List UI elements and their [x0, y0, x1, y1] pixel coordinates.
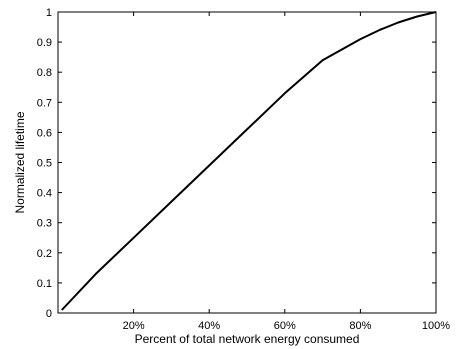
plot-frame	[57, 11, 437, 314]
x-tick-label: 60%	[274, 320, 296, 332]
x-axis-title: Percent of total network energy consumed	[135, 332, 360, 346]
y-tick-label: 0.7	[37, 97, 52, 109]
x-tick-label: 40%	[198, 320, 220, 332]
x-tick-label: 20%	[123, 320, 145, 332]
series-line	[61, 11, 437, 311]
y-tick-label: 0.1	[37, 278, 52, 290]
y-tick-label: 0.6	[37, 127, 52, 139]
y-tick-label: 0.2	[37, 248, 52, 260]
y-tick-label: 0.3	[37, 218, 52, 230]
x-tick-label: 100%	[422, 320, 450, 332]
axis-ticks: 0 0.1 0.2 0.3 0.4 0.5 0.6 0.7 0.8 0.9 1 20% 40% 60% 80…	[37, 7, 451, 332]
y-tick-label: 0.4	[37, 188, 52, 200]
y-axis-title: Normalized lifetime	[13, 111, 27, 213]
y-tick-label: 0.5	[37, 158, 52, 170]
series-group	[61, 11, 437, 311]
y-tick-label: 0.8	[37, 67, 52, 79]
y-tick-label: 0.9	[37, 37, 52, 49]
y-tick-label: 1	[46, 7, 52, 19]
x-tick-label: 80%	[349, 320, 371, 332]
y-tick-label: 0	[46, 308, 52, 320]
